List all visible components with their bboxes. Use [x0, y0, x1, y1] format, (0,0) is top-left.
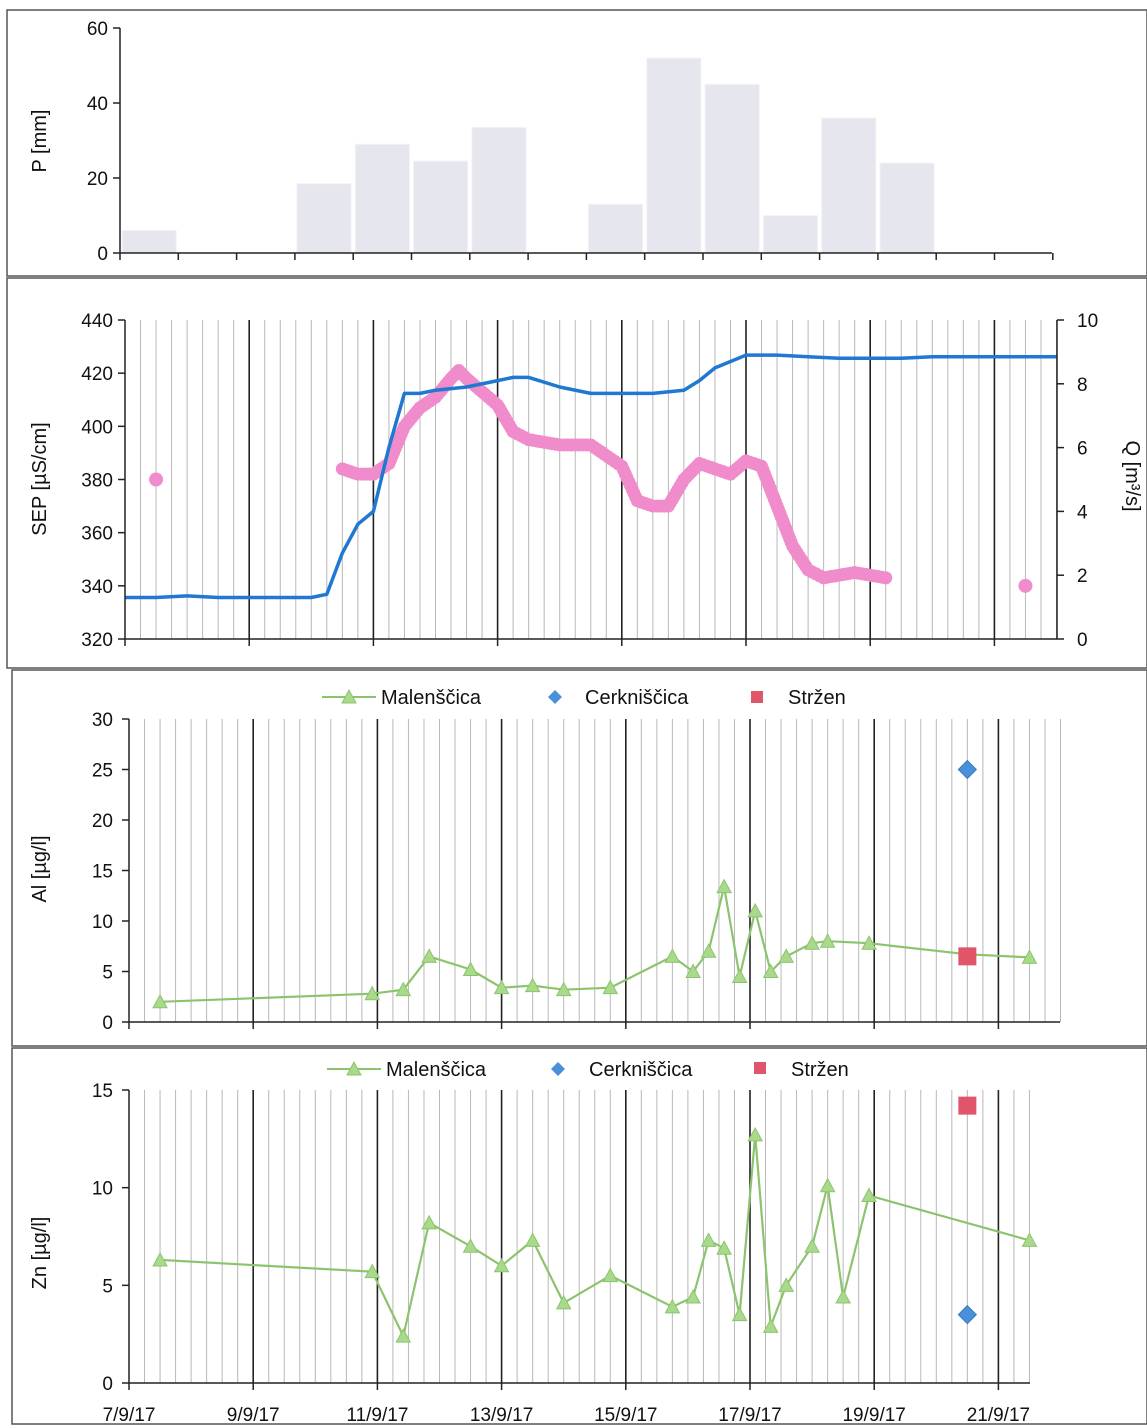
- precip-y-tick-label: 20: [87, 169, 108, 190]
- al-chart: 0 5 10 15 20 25 30 Malenščica Cerkniščica Strž…: [29, 687, 1061, 1034]
- legend-strzen-marker: [754, 1062, 766, 1074]
- zn-strzen-marker: [958, 1097, 976, 1115]
- precip-bar: [647, 58, 701, 253]
- zn-y-tick-label: 10: [92, 1179, 113, 1200]
- al-axes: 0 5 10 15 20 25 30: [92, 710, 1060, 1034]
- precip-bar: [297, 184, 351, 253]
- precip-bar: [414, 161, 468, 253]
- sep-point: [149, 473, 163, 487]
- legend-cerkniscica-marker: [551, 1062, 565, 1076]
- al-malenscica-marker: [665, 949, 679, 962]
- panel-frames: [7, 10, 1147, 1424]
- precip-y-tick-label: 0: [97, 244, 108, 265]
- al-y-tick-label: 5: [102, 963, 113, 984]
- zn-malenscica-marker: [557, 1296, 571, 1309]
- precip-y-tick-label: 60: [87, 19, 108, 40]
- al-y-tick-label: 25: [92, 761, 113, 782]
- date-tick-label: 15/9/17: [594, 1405, 657, 1426]
- zn-legend: Malenščica Cerkniščica Stržen: [327, 1059, 849, 1081]
- zn-cerkniscica-marker: [958, 1306, 976, 1324]
- sep-y-tick-label: 420: [81, 364, 113, 385]
- legend-cerkniscica-label: Cerkniščica: [589, 1059, 693, 1081]
- precip-bar: [880, 163, 934, 253]
- legend-malenscica-label: Malenščica: [381, 687, 482, 709]
- legend-cerkniscica-marker: [548, 690, 562, 704]
- al-ylabel: Al [µg/l]: [29, 835, 51, 902]
- precip-bar: [588, 204, 642, 253]
- precip-bar: [822, 118, 876, 253]
- al-y-tick-label: 10: [92, 912, 113, 933]
- zn-y-tick-label: 0: [102, 1374, 113, 1395]
- zn-malenscica-marker: [821, 1179, 835, 1192]
- sep-y-tick-label: 340: [81, 577, 113, 598]
- sep-y-tick-label: 360: [81, 524, 113, 545]
- zn-malenscica-marker: [805, 1239, 819, 1252]
- date-axis-labels: 7/9/17 9/9/17 11/9/17 13/9/17 15/9/17 17/9/17…: [103, 1405, 1031, 1426]
- precip-bars: [122, 58, 934, 253]
- zn-malenscica-marker: [526, 1233, 540, 1246]
- zn-malenscica-marker: [603, 1269, 617, 1282]
- al-strzen-marker: [958, 947, 976, 965]
- al-y-tick-label: 0: [102, 1013, 113, 1034]
- zn-chart: 0 5 10 15 Malenščica Cerkniščica Stržen Zn …: [29, 1059, 1036, 1395]
- zn-malenscica-marker: [464, 1239, 478, 1252]
- discharge-ylabel: Q [m³/s]: [1121, 440, 1143, 511]
- sep-point: [879, 571, 892, 584]
- zn-malenscica-marker: [665, 1300, 679, 1313]
- date-tick-label: 13/9/17: [470, 1405, 533, 1426]
- discharge-y-tick-label: 8: [1077, 375, 1088, 396]
- precipitation-chart: 0 20 40 60 P [mm]: [29, 19, 1053, 265]
- date-tick-label: 11/9/17: [346, 1405, 408, 1426]
- precip-panel-frame: [7, 10, 1147, 276]
- zn-gridlines: [129, 1090, 1029, 1383]
- sep-discharge-chart: 320 340 360 380 400 420 440 0 2 4 6 8 10 SEP [µS/cm]…: [29, 311, 1143, 651]
- zn-y-tick-label: 15: [92, 1081, 113, 1102]
- zn-malenscica-marker: [836, 1290, 850, 1303]
- precip-bar: [355, 144, 409, 253]
- precip-bar: [472, 127, 526, 253]
- al-gridlines: [129, 719, 1061, 1022]
- zn-ylabel: Zn [µg/l]: [29, 1217, 51, 1290]
- legend-cerkniscica-label: Cerkniščica: [585, 687, 689, 709]
- date-tick-label: 9/9/17: [227, 1405, 280, 1426]
- sep-gridlines: [125, 320, 1057, 639]
- discharge-y-tick-label: 10: [1077, 311, 1098, 332]
- sep-y-tick-label: 380: [81, 471, 113, 492]
- discharge-y-tick-label: 0: [1077, 630, 1088, 651]
- date-tick-label: 7/9/17: [103, 1405, 156, 1426]
- al-y-tick-label: 30: [92, 710, 113, 731]
- date-tick-label: 21/9/17: [967, 1405, 1030, 1426]
- sep-panel-frame: [7, 278, 1147, 668]
- date-tick-label: 17/9/17: [718, 1405, 781, 1426]
- sep-ylabel: SEP [µS/cm]: [29, 422, 51, 535]
- legend-strzen-marker: [751, 691, 763, 703]
- date-tick-label: 19/9/17: [842, 1405, 905, 1426]
- al-y-tick-label: 15: [92, 862, 113, 883]
- precip-bar: [763, 216, 817, 254]
- sep-y-tick-label: 400: [81, 417, 113, 438]
- sep-y-tick-label: 320: [81, 630, 113, 651]
- legend-malenscica-label: Malenščica: [386, 1059, 487, 1081]
- al-cerkniscica-marker: [958, 761, 976, 779]
- precip-y-tick-label: 40: [87, 94, 108, 115]
- precip-bar: [705, 84, 759, 253]
- zn-y-tick-label: 5: [102, 1276, 113, 1297]
- sep-y-tick-label: 440: [81, 311, 113, 332]
- legend-strzen-label: Stržen: [788, 687, 846, 709]
- al-legend: Malenščica Cerkniščica Stržen: [322, 687, 846, 709]
- discharge-y-tick-label: 6: [1077, 439, 1088, 460]
- sep-point: [1018, 579, 1032, 593]
- discharge-y-tick-label: 4: [1077, 502, 1088, 523]
- precip-bar: [122, 231, 176, 254]
- al-y-tick-label: 20: [92, 811, 113, 832]
- discharge-y-tick-label: 2: [1077, 566, 1088, 587]
- precip-ylabel: P [mm]: [29, 110, 51, 173]
- legend-strzen-label: Stržen: [791, 1059, 849, 1081]
